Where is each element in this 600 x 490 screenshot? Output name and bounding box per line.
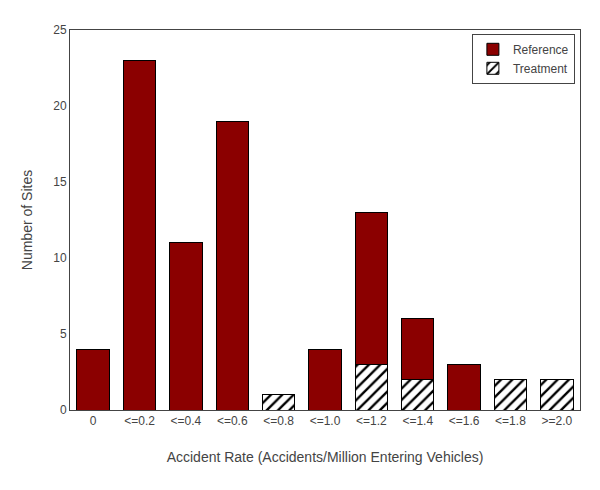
svg-text:<=1.8: <=1.8 <box>495 414 526 428</box>
svg-text:<=1.2: <=1.2 <box>356 414 387 428</box>
svg-text:<=0.4: <=0.4 <box>171 414 202 428</box>
svg-text:Treatment: Treatment <box>513 62 568 76</box>
svg-text:<=0.2: <=0.2 <box>124 414 155 428</box>
svg-text:<=0.6: <=0.6 <box>217 414 248 428</box>
svg-text:>=2.0: >=2.0 <box>541 414 572 428</box>
svg-text:<=1.0: <=1.0 <box>310 414 341 428</box>
svg-text:Accident Rate (Accidents/Milli: Accident Rate (Accidents/Million Enterin… <box>167 449 484 465</box>
svg-text:10: 10 <box>53 251 67 265</box>
svg-text:<=1.6: <=1.6 <box>449 414 480 428</box>
svg-text:25: 25 <box>53 23 67 37</box>
svg-text:Reference: Reference <box>513 43 569 57</box>
svg-text:0: 0 <box>90 414 97 428</box>
svg-text:<=0.8: <=0.8 <box>263 414 294 428</box>
svg-text:0: 0 <box>60 403 67 417</box>
svg-text:20: 20 <box>53 99 67 113</box>
svg-text:5: 5 <box>60 327 67 341</box>
svg-text:Number of Sites: Number of Sites <box>19 170 35 270</box>
svg-text:15: 15 <box>53 175 67 189</box>
svg-text:<=1.4: <=1.4 <box>402 414 433 428</box>
